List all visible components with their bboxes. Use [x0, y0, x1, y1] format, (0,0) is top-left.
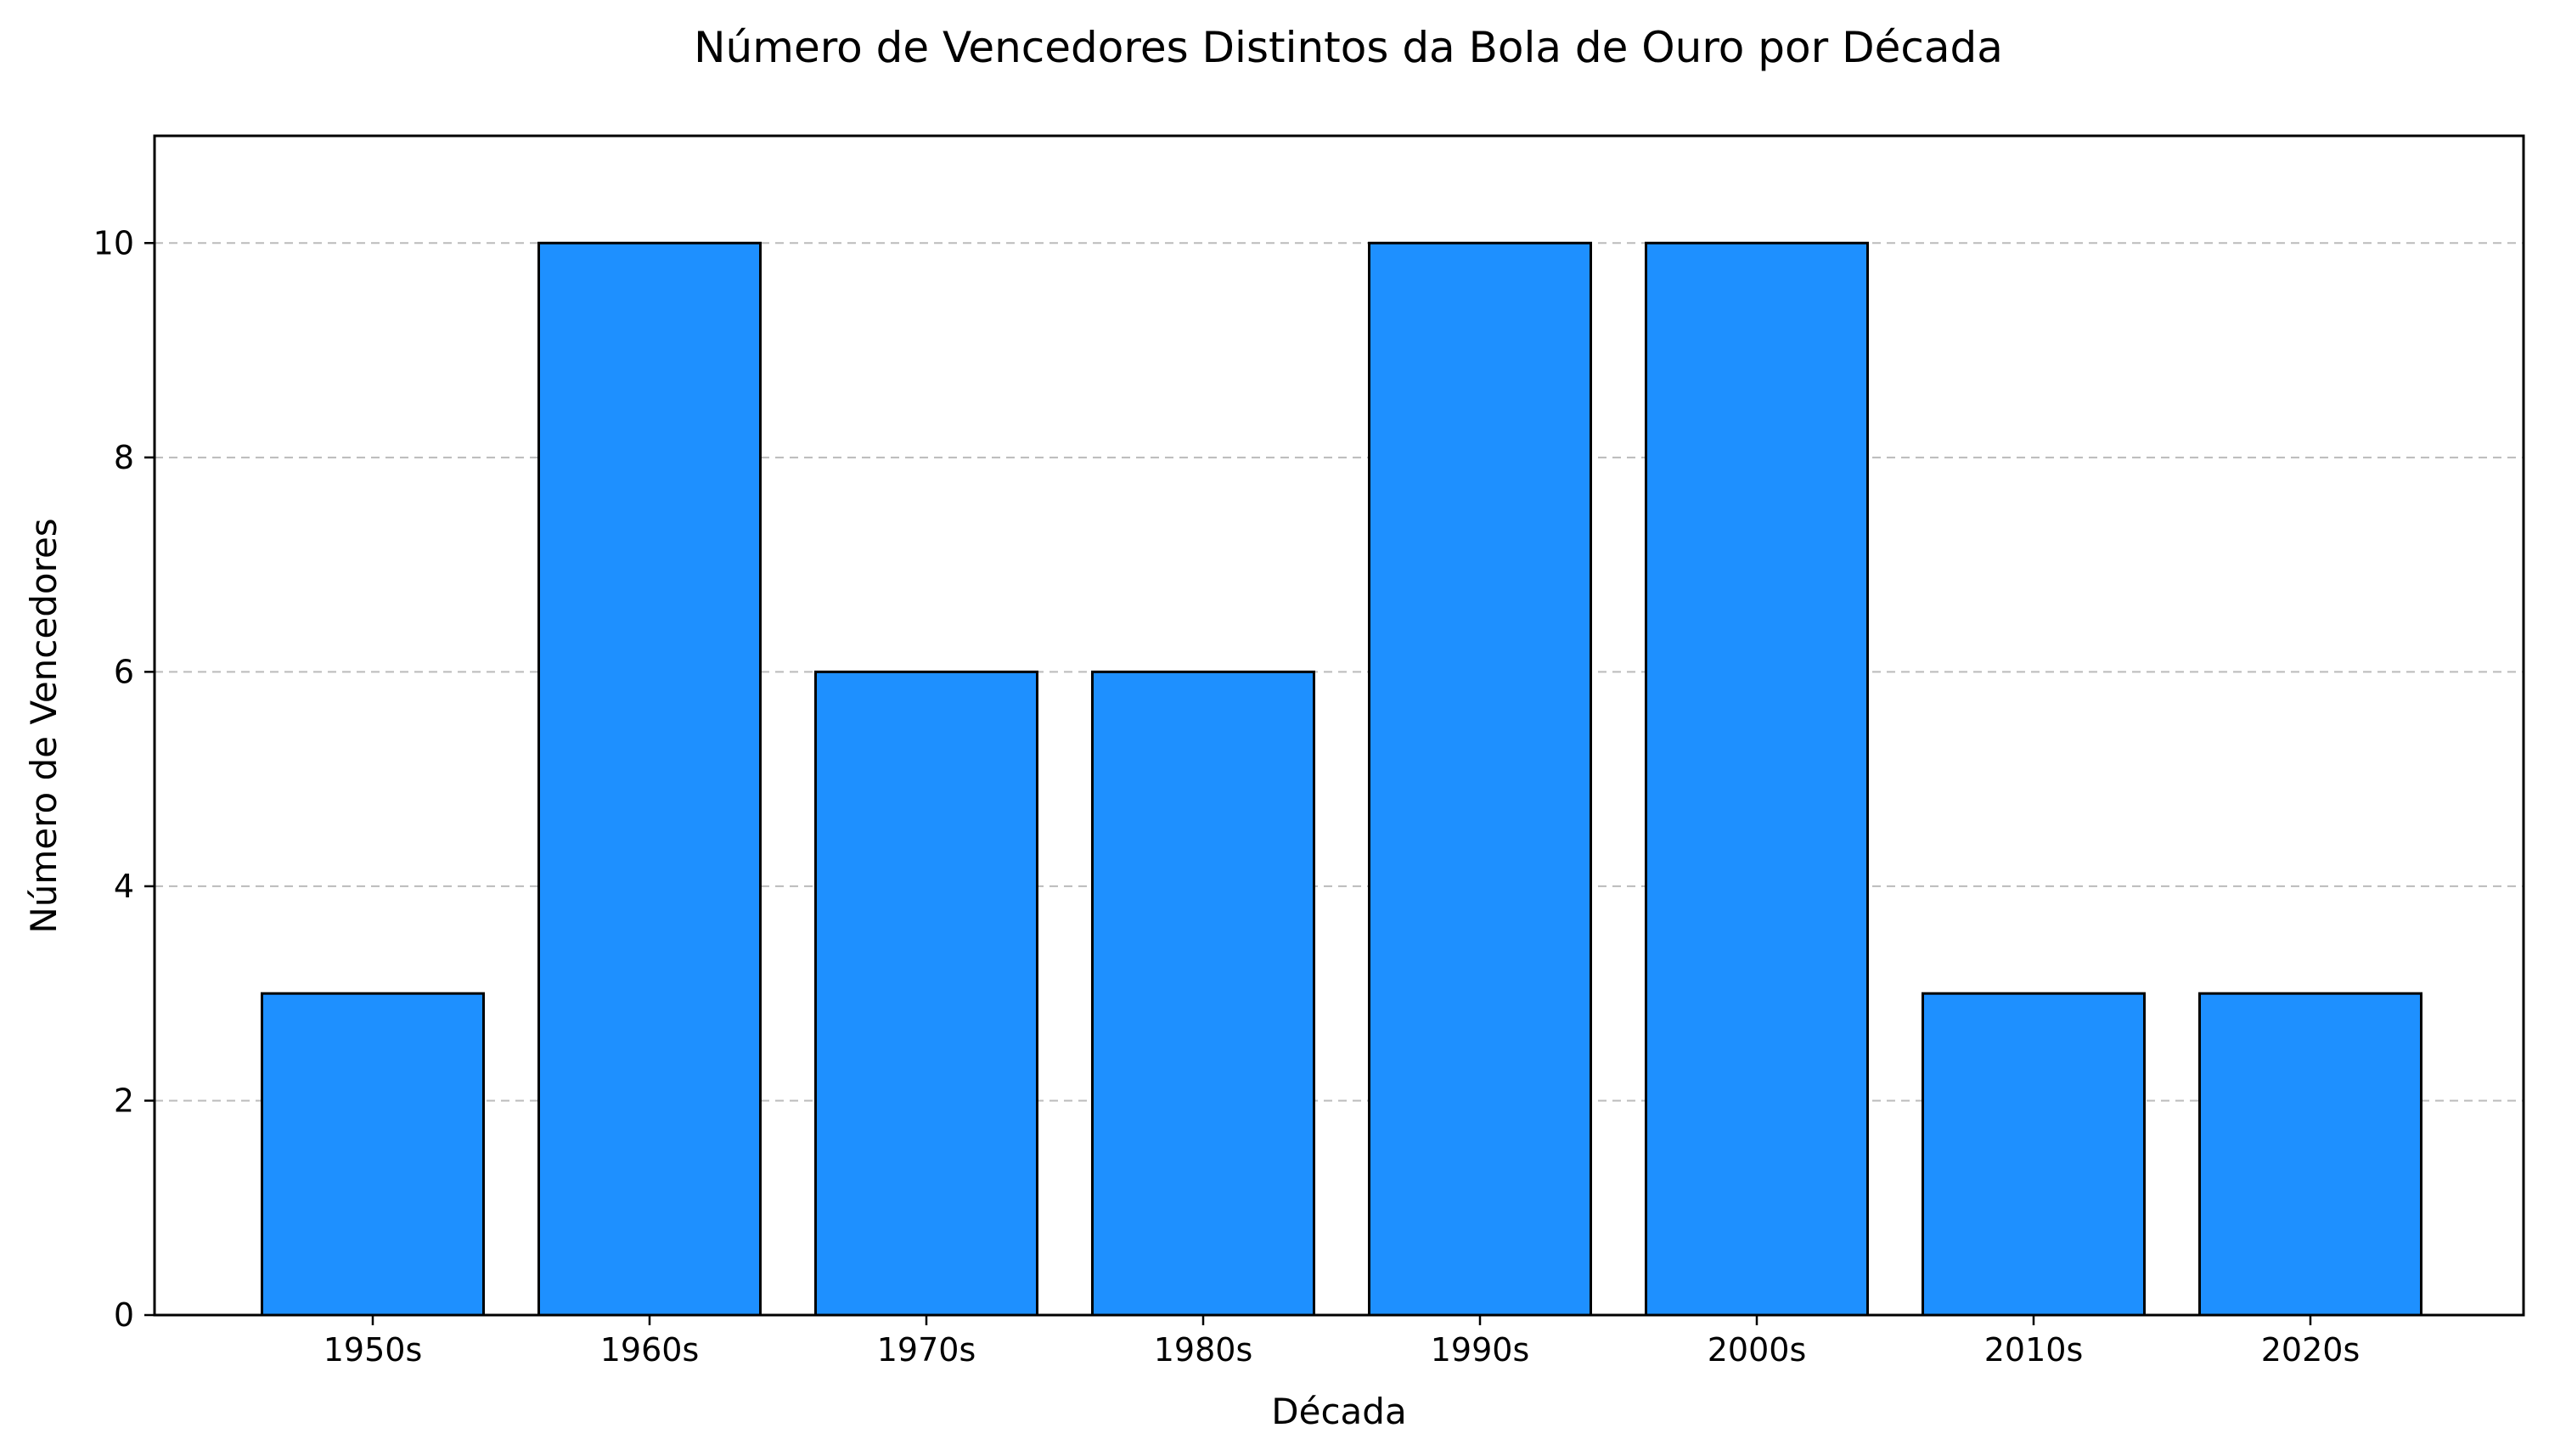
bar-2010s: [1922, 992, 2146, 1317]
x-tick-label: 1970s: [877, 1331, 976, 1369]
y-tick-label: 10: [93, 224, 134, 261]
gridlines: [155, 242, 2524, 1102]
x-tick-label: 2000s: [1708, 1331, 1807, 1369]
bars: [261, 241, 2422, 1317]
bar-1970s: [814, 670, 1038, 1317]
bar-1960s: [537, 241, 762, 1317]
x-tick-label: 1950s: [324, 1331, 423, 1369]
x-tick-label: 1980s: [1154, 1331, 1253, 1369]
chart-title: Número de Vencedores Distintos da Bola d…: [694, 23, 2003, 72]
x-tick-label: 2010s: [1984, 1331, 2084, 1369]
x-tick-label: 1990s: [1431, 1331, 1530, 1369]
y-tick-label: 0: [114, 1296, 134, 1334]
y-tick-label: 4: [114, 868, 134, 905]
y-tick-label: 2: [114, 1082, 134, 1119]
bar-1950s: [261, 992, 485, 1317]
bar-2020s: [2198, 992, 2422, 1317]
x-tick-label: 1960s: [600, 1331, 700, 1369]
x-axis-ticks: 1950s 1960s 1970s 1980s 1990s 2000s 2010s 2020s: [324, 1315, 2360, 1369]
y-tick-label: 8: [114, 439, 134, 476]
y-tick-label: 6: [114, 653, 134, 690]
plot-frame: [153, 134, 2525, 1317]
x-axis-label: Década: [1271, 1391, 1406, 1432]
x-tick-label: 2020s: [2261, 1331, 2360, 1369]
bar-2000s: [1645, 241, 1869, 1317]
y-axis-ticks: 0 2 4 6 8 10: [93, 224, 155, 1334]
y-axis-label: Número de Vencedores: [23, 518, 65, 933]
bar-1990s: [1368, 241, 1592, 1317]
bar-1980s: [1091, 670, 1315, 1317]
